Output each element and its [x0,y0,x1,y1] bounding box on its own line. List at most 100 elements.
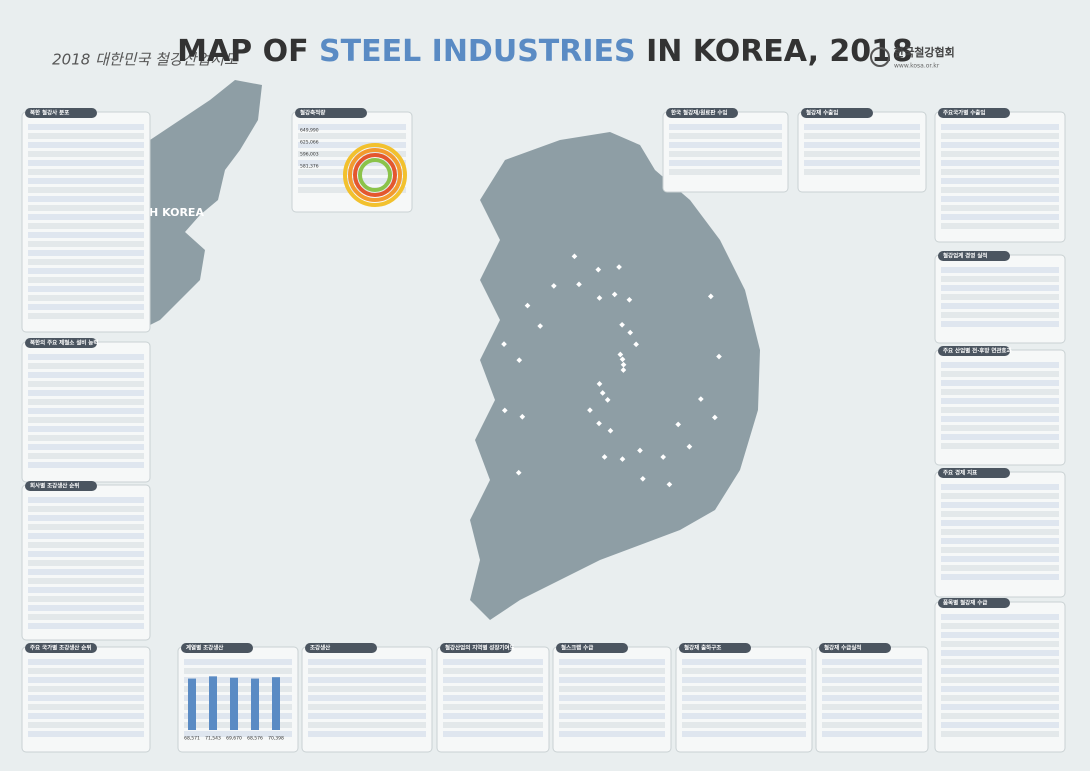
city-marker [607,427,614,434]
row [28,713,144,719]
panel-title-bg [25,643,97,653]
row [941,187,1059,193]
city-marker [501,341,507,347]
row [28,444,144,450]
city-marker [698,396,704,402]
row [28,417,144,423]
row [559,713,665,719]
row [28,560,144,566]
row [941,641,1059,647]
bar [209,676,217,730]
row [28,196,144,202]
row [28,731,144,737]
panel-title: 철강업계 경영 실적 [943,252,987,260]
row [28,659,144,665]
row [682,677,806,683]
row [28,605,144,611]
title-a: MAP OF [177,34,319,69]
row [443,722,543,728]
panel-title-bg [666,108,738,118]
panel-title-bg [938,108,1010,118]
row [822,731,922,737]
row [443,704,543,710]
bar-label: 71,543 [205,736,221,742]
row [298,142,406,148]
city-marker [619,456,626,462]
row [941,425,1059,431]
row [559,677,665,683]
city-marker [596,381,603,387]
city-marker [516,357,523,364]
stock-ring [343,143,407,207]
row [28,241,144,247]
panel-title-bg [181,643,253,653]
row [941,677,1059,683]
city-marker [620,367,627,373]
row [941,502,1059,508]
row [941,695,1059,701]
row [559,704,665,710]
row [941,133,1059,139]
row [308,677,426,683]
row [184,659,292,665]
row [682,668,806,674]
stock-ring [358,158,392,192]
row [28,587,144,593]
row [941,407,1059,413]
row [28,223,144,229]
row [804,169,920,175]
row [28,133,144,139]
row [941,668,1059,674]
panel-title: 북한의 주요 제철소 설비 능력 [30,339,98,347]
bar [251,678,259,730]
row [941,443,1059,449]
row [559,722,665,728]
bar [188,678,196,730]
org: 한국철강협회 [894,45,955,59]
row [941,142,1059,148]
city-marker [627,329,634,336]
row [804,124,920,130]
panel-title: 주요 국가별 조강생산 순위 [30,644,91,652]
city-marker [640,475,646,482]
city-marker [619,321,625,328]
row [308,713,426,719]
bar [272,677,280,730]
row [28,668,144,674]
row [559,686,665,692]
row [822,722,922,728]
city-marker [571,253,578,260]
row [682,731,806,737]
panel-title: 철강재 수출입 [806,109,838,117]
row [28,124,144,130]
row [28,614,144,620]
bar-label: 68,571 [184,736,200,742]
row [298,133,406,139]
panel-title-bg [25,108,97,118]
city-marker [599,390,606,396]
row [308,668,426,674]
row [28,214,144,220]
row [941,434,1059,440]
row [941,416,1059,422]
row [822,713,922,719]
panel-title-bg [295,108,367,118]
row [941,538,1059,544]
panel-title-bg [938,251,1010,261]
url: www.kosa.or.kr [894,63,940,70]
panel-title-bg [440,643,512,653]
row [941,267,1059,273]
row [941,484,1059,490]
row [28,390,144,396]
stock-label: 581,376 [300,164,319,170]
city-marker [524,302,531,309]
row [28,408,144,414]
row [28,142,144,148]
panel-title-bg [938,598,1010,608]
row [28,453,144,459]
row [308,686,426,692]
row [28,578,144,584]
row [941,303,1059,309]
row [28,399,144,405]
city-marker [519,413,526,420]
